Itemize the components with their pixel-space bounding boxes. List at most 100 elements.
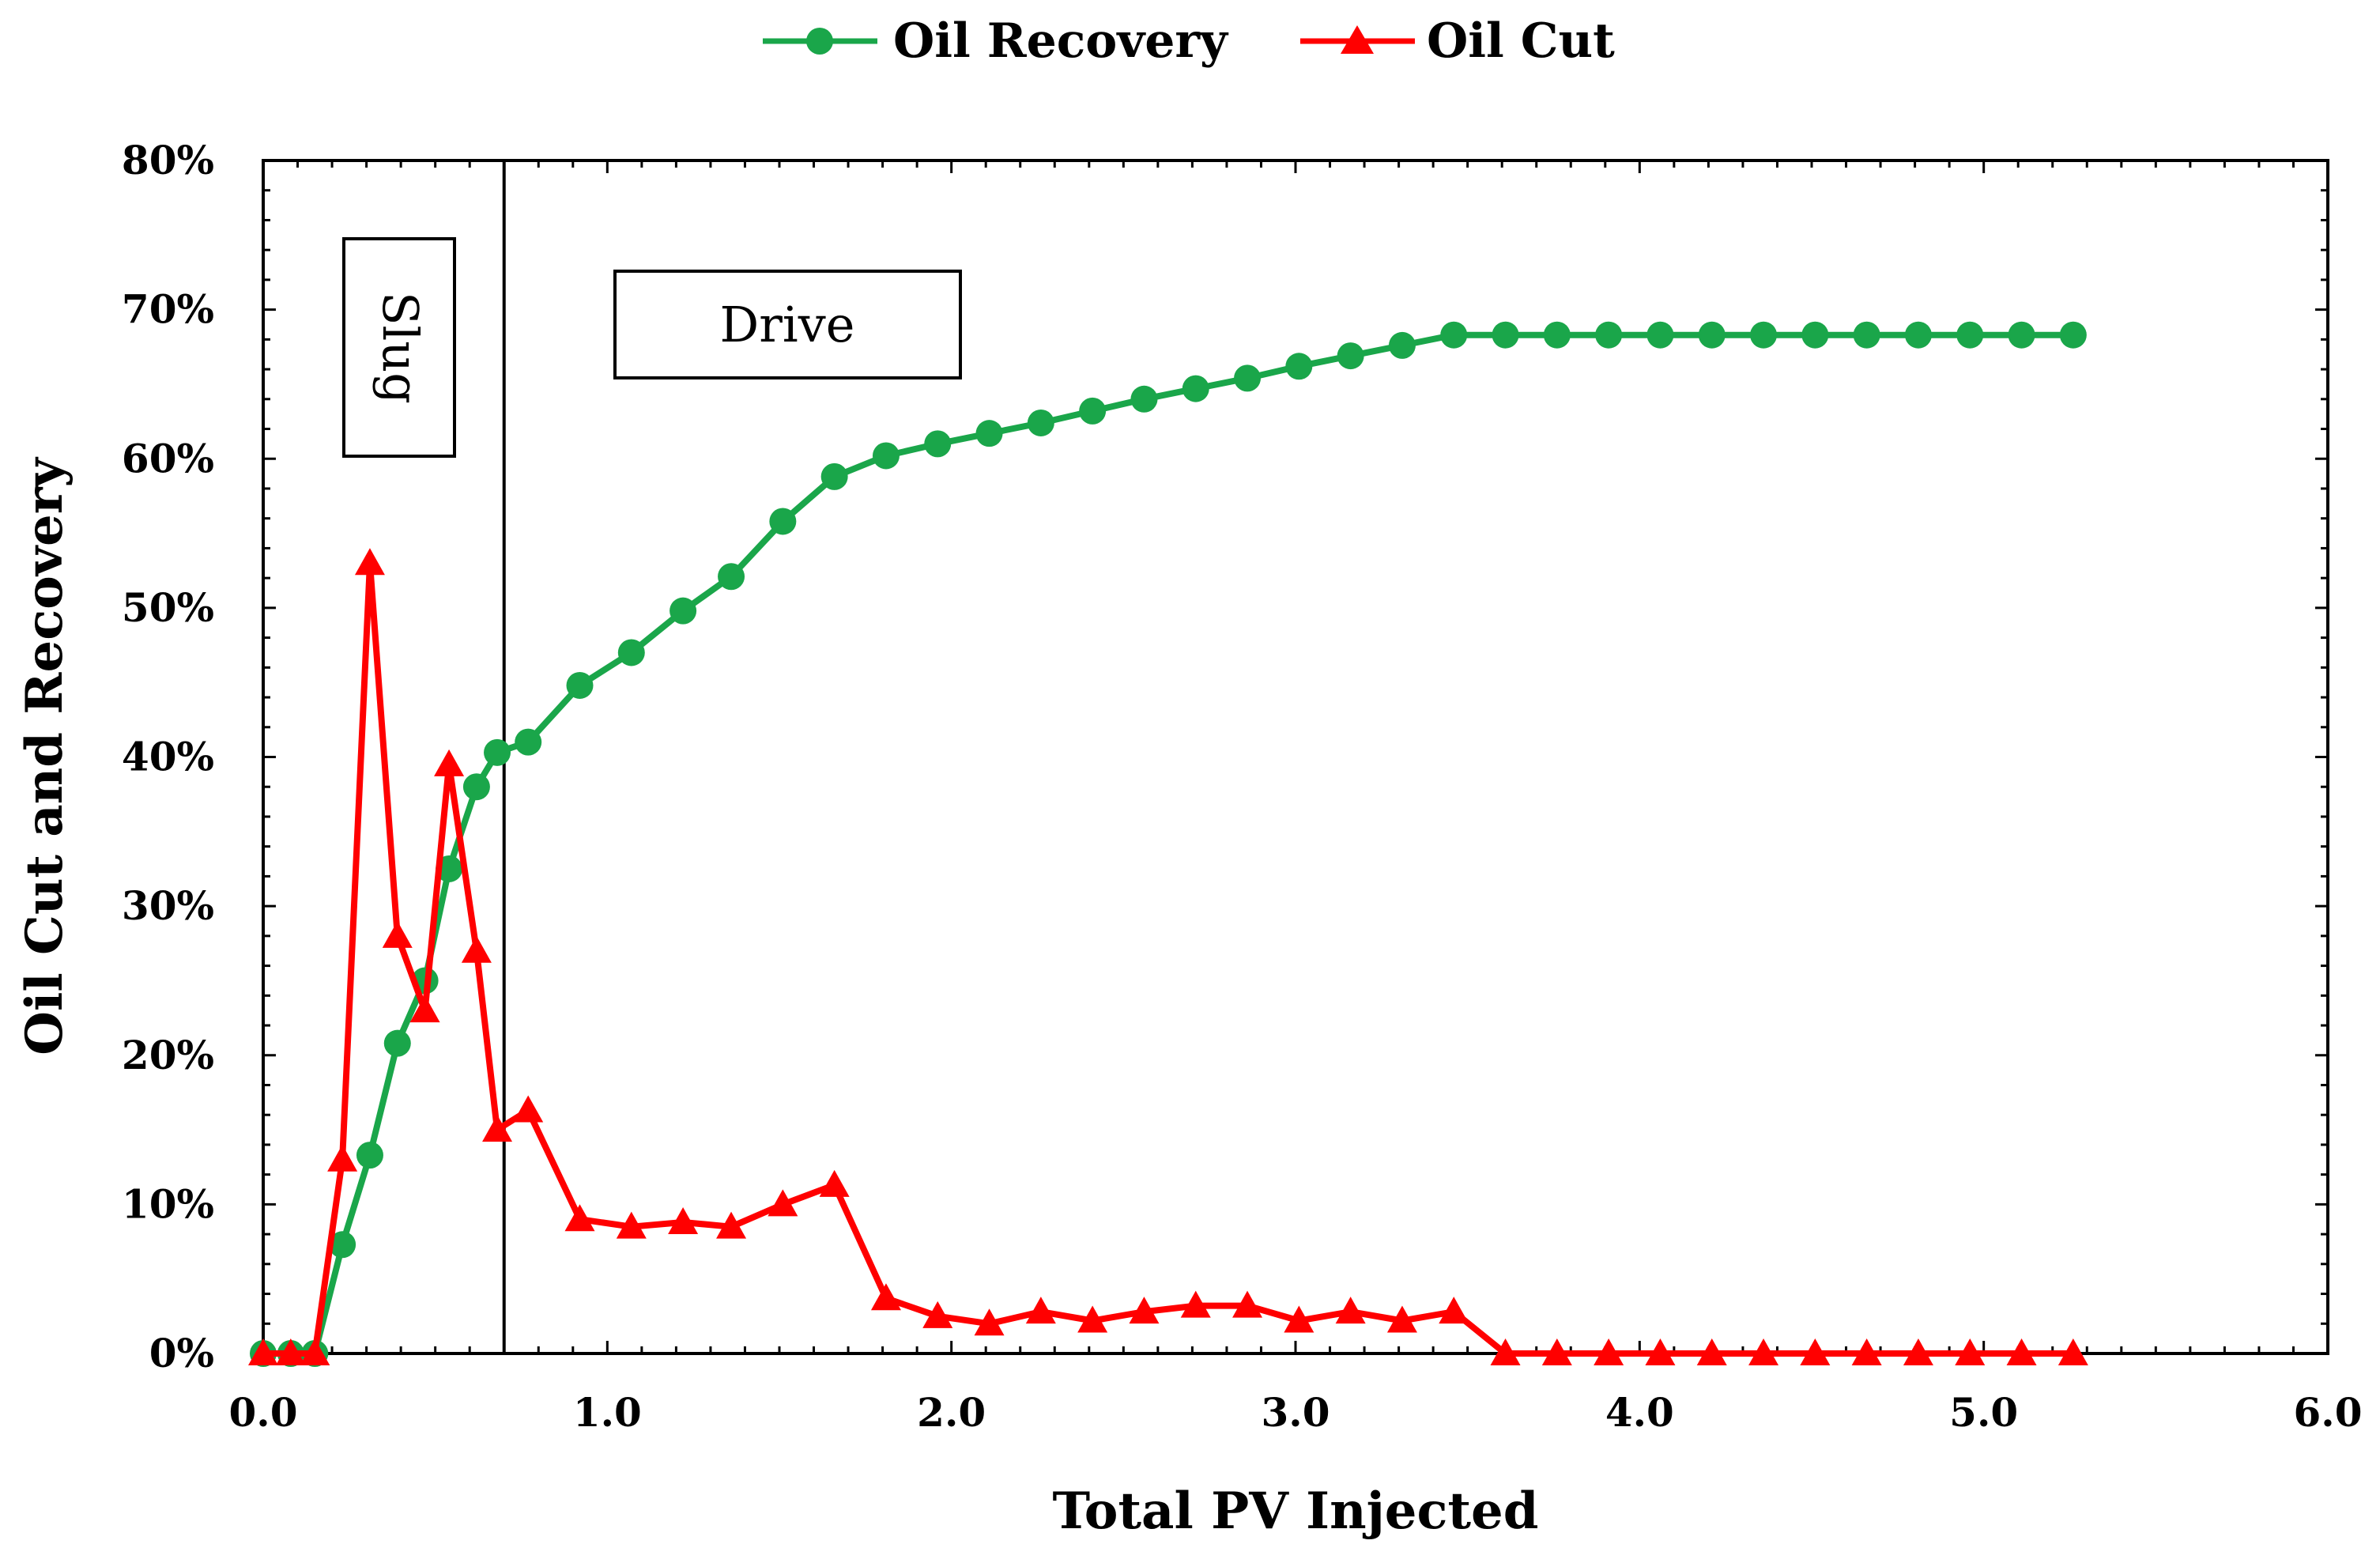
point-oil-recovery xyxy=(1182,375,1209,402)
y-tick-label: 20% xyxy=(122,1032,214,1078)
point-oil-cut xyxy=(1490,1338,1521,1365)
point-oil-cut xyxy=(382,920,413,948)
point-oil-cut xyxy=(870,1283,901,1311)
point-oil-recovery xyxy=(1750,321,1778,349)
point-oil-recovery xyxy=(1595,321,1623,349)
point-oil-recovery xyxy=(820,462,848,490)
x-tick-label: 0.0 xyxy=(229,1389,298,1436)
x-tick-label: 2.0 xyxy=(917,1389,986,1436)
point-oil-cut xyxy=(1645,1338,1676,1365)
point-oil-cut xyxy=(922,1301,953,1328)
point-oil-cut xyxy=(434,749,465,776)
slug-box xyxy=(342,237,456,458)
point-oil-cut xyxy=(668,1207,699,1235)
annotations: Slug Drive xyxy=(342,160,962,1353)
x-axis-ticks: 0.0 1.0 2.0 3.0 4.0 5.0 6.0 xyxy=(229,160,2363,1436)
point-oil-recovery xyxy=(769,508,797,535)
point-oil-cut xyxy=(1180,1290,1211,1318)
point-oil-cut xyxy=(1077,1305,1108,1333)
point-oil-recovery xyxy=(1130,385,1158,413)
point-oil-cut xyxy=(768,1189,798,1217)
drive-label: Drive xyxy=(720,296,855,353)
x-tick-label: 3.0 xyxy=(1262,1389,1330,1436)
point-oil-cut xyxy=(482,1115,513,1142)
x-tick-label: 6.0 xyxy=(2294,1389,2363,1436)
point-oil-cut xyxy=(300,1338,330,1365)
point-oil-recovery xyxy=(1285,353,1313,380)
point-oil-recovery xyxy=(356,1142,383,1169)
legend-oil-recovery-label: Oil Recovery xyxy=(893,13,1229,69)
point-oil-cut xyxy=(1129,1297,1160,1324)
point-oil-cut xyxy=(974,1308,1005,1336)
point-oil-cut xyxy=(1903,1338,1933,1365)
point-oil-cut xyxy=(2006,1338,2037,1365)
drive-box xyxy=(613,270,962,379)
x-tick-label: 1.0 xyxy=(573,1389,642,1436)
point-oil-cut xyxy=(1748,1338,1779,1365)
point-oil-cut xyxy=(1696,1338,1727,1365)
y-axis-title: Oil Cut and Recovery xyxy=(15,457,74,1055)
point-oil-cut xyxy=(1232,1290,1263,1318)
point-oil-cut xyxy=(1386,1305,1417,1333)
point-oil-recovery xyxy=(329,1231,356,1259)
y-tick-label: 50% xyxy=(122,584,214,631)
point-oil-recovery xyxy=(1543,321,1571,349)
point-oil-recovery xyxy=(1956,321,1984,349)
point-oil-recovery xyxy=(566,671,594,699)
point-oil-recovery xyxy=(2059,321,2087,349)
point-oil-recovery xyxy=(718,563,745,591)
point-oil-cut xyxy=(513,1095,544,1123)
point-oil-cut xyxy=(1284,1305,1314,1333)
point-oil-recovery xyxy=(617,639,645,666)
y-axis-ticks: 0% 10% 20% 30% 40% 50% 60% 70% 80% xyxy=(122,137,2328,1376)
point-oil-recovery xyxy=(1079,397,1107,425)
point-oil-cut xyxy=(409,995,440,1023)
point-oil-cut xyxy=(1335,1297,1366,1324)
series-line-oil-cut xyxy=(263,560,2073,1357)
point-oil-cut xyxy=(1851,1338,1882,1365)
legend-oil-cut-label: Oil Cut xyxy=(1427,13,1615,69)
y-tick-label: 30% xyxy=(122,882,214,929)
point-oil-recovery xyxy=(872,442,900,470)
point-oil-cut xyxy=(2058,1338,2088,1365)
point-oil-recovery xyxy=(975,420,1003,447)
y-tick-label: 40% xyxy=(122,734,214,780)
point-oil-recovery xyxy=(1904,321,1932,349)
point-oil-recovery xyxy=(924,430,952,458)
point-oil-cut xyxy=(1025,1297,1056,1324)
y-tick-label: 70% xyxy=(122,286,214,333)
y-tick-label: 80% xyxy=(122,137,214,183)
point-oil-cut xyxy=(564,1204,595,1232)
point-oil-cut xyxy=(248,1338,278,1365)
point-oil-recovery xyxy=(669,597,697,625)
legend: Oil Recovery Oil Cut xyxy=(763,13,1615,69)
point-oil-cut xyxy=(1800,1338,1831,1365)
point-oil-recovery xyxy=(484,738,511,766)
point-oil-cut xyxy=(354,548,385,576)
y-tick-label: 60% xyxy=(122,435,214,481)
point-oil-recovery xyxy=(515,728,542,756)
y-tick-label: 0% xyxy=(149,1330,214,1376)
point-oil-recovery xyxy=(2008,321,2035,349)
point-oil-cut xyxy=(461,935,492,963)
point-oil-recovery xyxy=(383,1029,411,1057)
point-oil-cut xyxy=(1541,1338,1572,1365)
series-line-oil-recovery xyxy=(263,331,2073,1357)
point-oil-recovery xyxy=(1440,321,1468,349)
point-oil-cut xyxy=(327,1144,358,1172)
legend-oil-cut-marker xyxy=(1341,25,1374,54)
point-oil-recovery xyxy=(1234,364,1262,392)
point-oil-recovery xyxy=(1388,331,1416,359)
point-oil-cut xyxy=(1594,1338,1624,1365)
y-tick-label: 10% xyxy=(122,1180,214,1227)
point-oil-recovery xyxy=(1027,409,1054,436)
point-oil-cut xyxy=(1955,1338,1986,1365)
point-oil-recovery xyxy=(1801,321,1829,349)
slug-label: Slug xyxy=(372,292,429,404)
legend-oil-recovery-marker xyxy=(806,28,833,55)
point-oil-cut xyxy=(819,1169,850,1197)
point-oil-cut xyxy=(616,1211,647,1239)
x-tick-label: 5.0 xyxy=(1949,1389,2018,1436)
point-oil-cut xyxy=(275,1338,306,1365)
